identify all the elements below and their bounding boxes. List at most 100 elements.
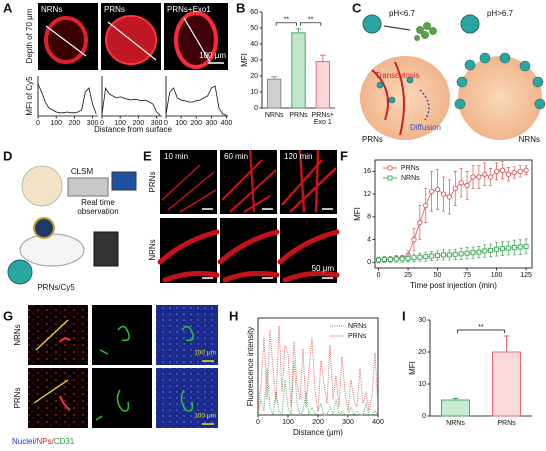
image-label: PRNs (104, 5, 125, 14)
legend-label: PRNs (348, 333, 367, 340)
panel-d-cartoon: CLSM Real time observation PRNs/Cy5 (7, 165, 137, 292)
anesthesia-unit (93, 231, 119, 267)
significance-bracket (300, 22, 322, 26)
marker (393, 256, 399, 262)
x-tick-label: 0 (377, 272, 381, 279)
x-tick-label: 25 (404, 272, 412, 279)
profile-line (45, 25, 87, 57)
y-tick-label: 12 (363, 191, 371, 198)
marker (405, 255, 411, 261)
error-bar (271, 76, 278, 80)
marker (499, 167, 506, 173)
marker (488, 174, 494, 180)
nanoparticle (362, 14, 382, 34)
ph-label: pH>6.7 (487, 9, 514, 18)
bar (441, 399, 470, 417)
bar (267, 78, 282, 109)
microscope-label: CLSM (71, 167, 94, 176)
row-label: Depth of 70 μm (25, 8, 34, 63)
x-tick-label: 0 (256, 419, 260, 426)
vessels (95, 325, 194, 421)
y-tick-label: 10 (250, 89, 258, 96)
ph-label: pH<6.7 (389, 9, 416, 18)
y-axis-label: Fluorescence intensity (246, 327, 255, 407)
marker (417, 254, 423, 260)
microscope (67, 177, 109, 197)
legend-label: NRNs (348, 323, 367, 330)
micrograph (160, 150, 217, 214)
vessel (371, 61, 405, 136)
marker (452, 185, 458, 192)
legend-label: NRNs (401, 175, 420, 182)
time-label: 120 min (284, 152, 312, 161)
x-axis-label: Distance (μm) (293, 428, 343, 437)
scale-bars (202, 208, 333, 279)
y-axis-label: MFI of Cy5 (25, 76, 34, 116)
time-label: 60 min (224, 152, 248, 161)
y-tick-label: 20 (418, 349, 426, 356)
legend-label: PRNs (401, 165, 420, 172)
marker (458, 180, 464, 186)
plot-frame (374, 159, 533, 269)
panel-e-images: 10 min 60 min 120 min 50 μm PRNs NRNs (148, 149, 340, 283)
y-tick-label: 4 (367, 236, 371, 243)
error-bar (503, 335, 510, 352)
micrograph (28, 305, 88, 365)
bar (315, 61, 330, 109)
x-tick-label: 200 (133, 120, 145, 127)
x-tick-label: PRNs (497, 420, 516, 427)
row-label: NRNs (13, 324, 22, 345)
y-tick-label: 0 (254, 105, 258, 112)
x-tick-label: 0 (36, 120, 40, 127)
marker (376, 257, 381, 263)
arrow (383, 25, 411, 31)
panel-label: F (340, 148, 348, 163)
data-line (378, 169, 527, 260)
profile-line (35, 319, 69, 351)
marker (493, 168, 500, 175)
marker (411, 255, 417, 261)
x-tick-label: 300 (342, 419, 354, 426)
y-axis-label: MFI (353, 207, 362, 221)
vessel-traces (161, 149, 337, 213)
row-label: PRNs (148, 172, 157, 193)
y-axis-label: MFI (240, 53, 249, 67)
x-tick-label: 100 (50, 120, 62, 127)
marker (500, 246, 505, 252)
y-axis-label: MFI (408, 361, 417, 375)
x-tick-label: 50 (434, 272, 442, 279)
group-label: NRNs (519, 135, 540, 144)
bar (492, 351, 521, 417)
marker (452, 251, 458, 257)
marker (470, 250, 476, 256)
profile-line (33, 379, 69, 404)
row-label: PRNs (13, 388, 22, 409)
significance-bracket (275, 22, 297, 26)
marker (476, 174, 482, 180)
marker (523, 243, 529, 249)
x-tick-label: 200 (69, 120, 81, 127)
monitor (111, 171, 137, 191)
significance-label: ** (284, 17, 290, 24)
nanoparticles (376, 52, 546, 110)
marker (387, 165, 393, 171)
x-tick-label: 300 (151, 120, 163, 127)
scale-label: 100 μm (194, 413, 216, 420)
y-tick-label: 16 (363, 168, 371, 175)
panel-label: E (143, 148, 152, 163)
channel-legend: Nuclei/NPs/CD31 (12, 437, 75, 446)
micrograph (280, 150, 337, 214)
marker (470, 174, 476, 180)
marker (440, 191, 447, 197)
marker (488, 247, 494, 253)
marker (417, 219, 423, 226)
x-axis-label: Distance from surface (94, 125, 172, 134)
imaging-window (33, 217, 55, 239)
significance-label: ** (478, 324, 484, 331)
y-tick-label: 30 (250, 57, 258, 64)
x-tick-label: 400 (221, 120, 233, 127)
panel-label: G (3, 308, 13, 323)
y-tick-label: 8 (367, 214, 371, 221)
marker (429, 188, 435, 194)
